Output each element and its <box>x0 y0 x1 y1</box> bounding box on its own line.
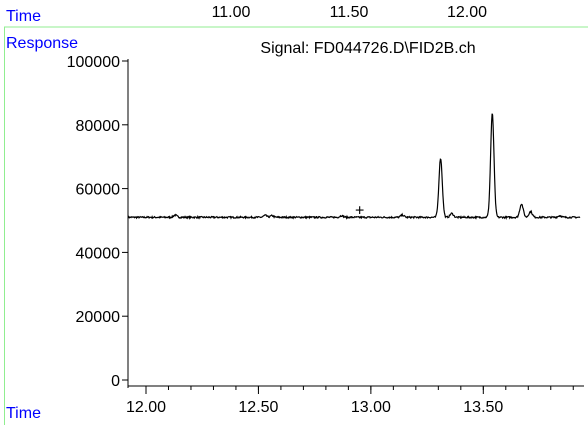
top-time-label: Time <box>6 8 41 25</box>
signal-trace <box>127 113 581 220</box>
y-tick-label: 40000 <box>76 245 121 262</box>
x-tick-label: 12.50 <box>238 399 278 416</box>
baseline-marker: + <box>355 202 364 219</box>
top-tick-label: 11.50 <box>330 4 369 21</box>
x-tick-label: 12.00 <box>126 399 166 416</box>
y-tick-label: 0 <box>111 373 120 390</box>
y-tick-label: 80000 <box>76 118 121 135</box>
top-tick-label: 11.00 <box>212 4 251 21</box>
x-tick-label: 13.50 <box>463 399 503 416</box>
x-tick-label: 13.00 <box>351 399 391 416</box>
x-axis: 12.00 12.50 13.00 13.50 <box>126 385 584 416</box>
y-tick-label: 60000 <box>76 182 121 199</box>
y-tick-label: 20000 <box>76 309 121 326</box>
y-axis: 0 20000 40000 60000 80000 100000 <box>67 54 129 390</box>
top-tick-label: 12.00 <box>447 4 487 21</box>
chart-title: Signal: FD044726.D\FID2B.ch <box>260 40 475 57</box>
response-axis-label: Response <box>6 35 78 52</box>
top-panel: Time 11.00 11.50 12.00 <box>4 4 588 28</box>
y-tick-label: 100000 <box>67 54 120 71</box>
time-axis-label: Time <box>6 405 41 422</box>
